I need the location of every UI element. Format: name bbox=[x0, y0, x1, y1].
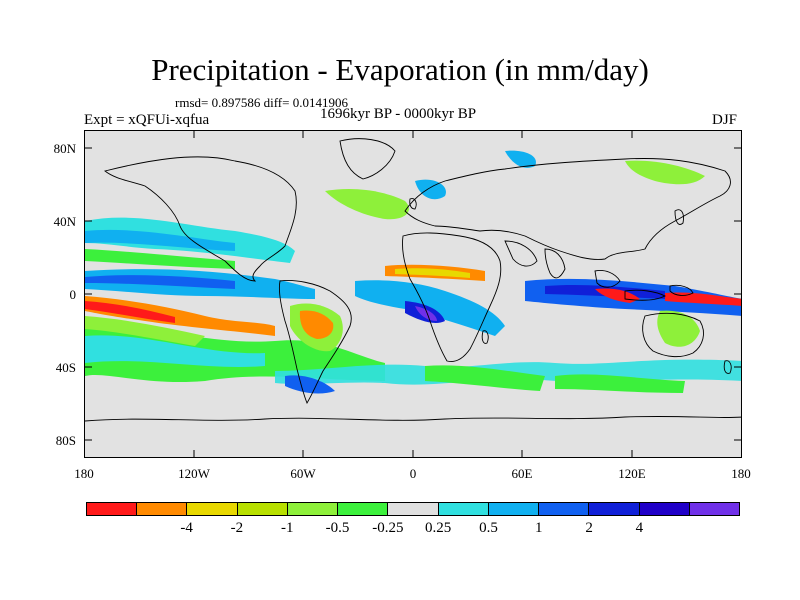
x-label-120w: 120W bbox=[178, 466, 210, 481]
colorbar-swatch bbox=[438, 503, 489, 515]
colorbar-label: 1 bbox=[535, 520, 543, 536]
y-label-40s: 40S bbox=[55, 360, 76, 375]
map-field bbox=[85, 138, 741, 422]
experiment-label: Expt = xQFUi-xqfua bbox=[84, 112, 210, 128]
y-label-0: 0 bbox=[69, 287, 77, 302]
colorbar-label: -0.25 bbox=[372, 520, 404, 536]
colorbar bbox=[86, 502, 740, 516]
colorbar-label: -2 bbox=[230, 520, 244, 536]
colorbar-swatch bbox=[87, 503, 138, 515]
x-label-60w: 60W bbox=[290, 466, 316, 481]
map-title: Precipitation - Evaporation (in mm/day) bbox=[151, 52, 649, 87]
colorbar-swatch bbox=[388, 503, 439, 515]
colorbar-swatch bbox=[287, 503, 339, 515]
x-label-60e: 60E bbox=[511, 466, 533, 481]
colorbar-label: 4 bbox=[635, 520, 644, 536]
period-text: 1696kyr BP - 0000kyr BP bbox=[320, 106, 477, 122]
colorbar-label: 2 bbox=[585, 520, 593, 536]
season-label: DJF bbox=[712, 112, 738, 128]
y-label-80s: 80S bbox=[55, 433, 76, 448]
colorbar-swatch bbox=[539, 503, 590, 515]
colorbar-swatch bbox=[589, 503, 640, 515]
y-label-40n: 40N bbox=[53, 214, 76, 229]
coastlines bbox=[85, 138, 741, 422]
colorbar-swatch bbox=[338, 503, 389, 515]
y-label-80n: 80N bbox=[53, 141, 76, 156]
colorbar-swatch bbox=[639, 503, 690, 515]
map-panel bbox=[84, 130, 742, 458]
colorbar-label: 0.25 bbox=[425, 520, 452, 536]
colorbar-swatch bbox=[237, 503, 288, 515]
x-label-120e: 120E bbox=[618, 466, 646, 481]
field-shading bbox=[85, 150, 741, 394]
colorbar-swatch bbox=[137, 503, 188, 515]
colorbar-swatch bbox=[488, 503, 540, 515]
colorbar-swatch bbox=[689, 503, 740, 515]
colorbar-label: -4 bbox=[180, 520, 193, 536]
stats-text: rmsd= 0.897586 diff= 0.0141906 bbox=[175, 95, 348, 110]
colorbar-label: 0.5 bbox=[479, 520, 498, 536]
colorbar-label: -0.5 bbox=[325, 520, 350, 536]
x-label-180e: 180 bbox=[731, 466, 751, 481]
x-label-180w: 180 bbox=[74, 466, 94, 481]
colorbar-swatch bbox=[187, 503, 238, 515]
colorbar-label: -1 bbox=[280, 520, 294, 536]
x-label-0: 0 bbox=[409, 466, 417, 481]
